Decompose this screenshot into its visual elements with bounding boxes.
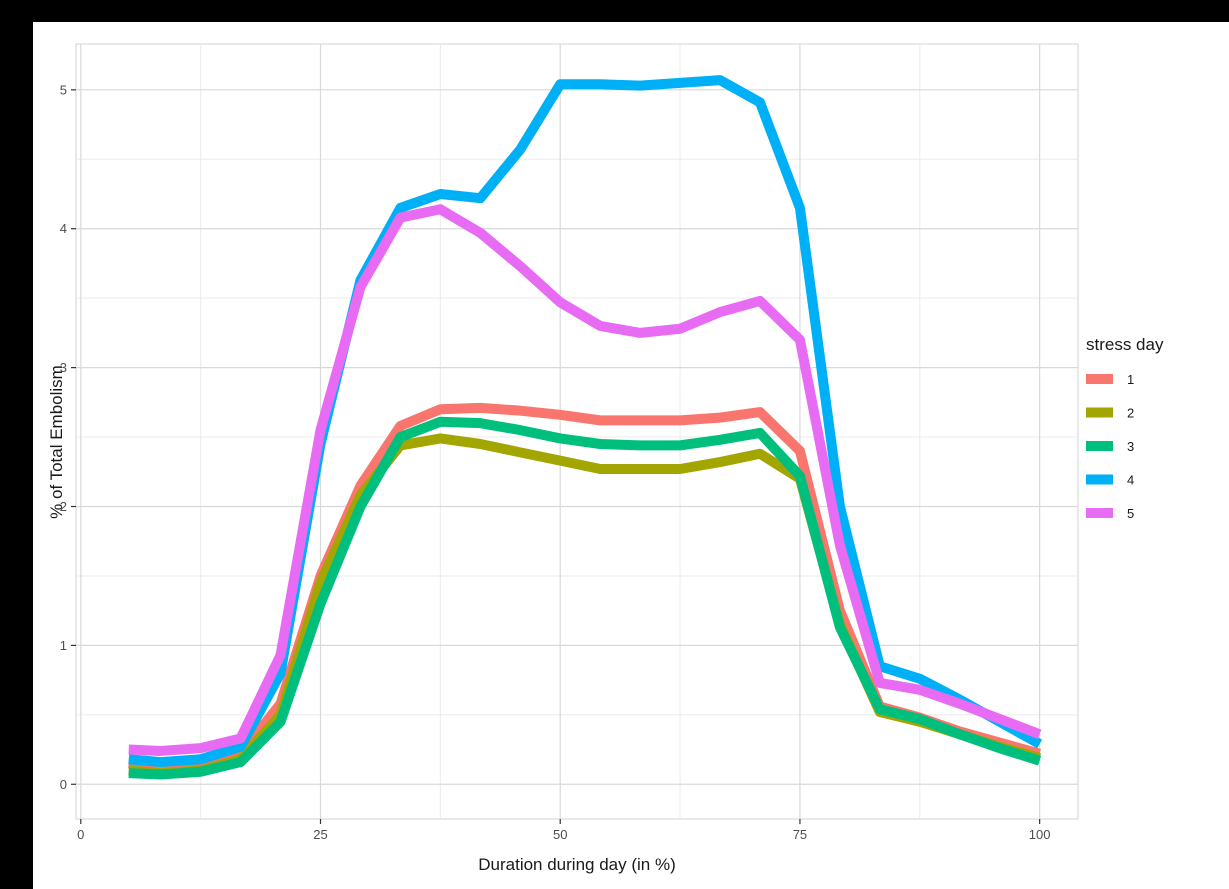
x-tick-label: 0 <box>77 827 84 842</box>
y-tick-label: 0 <box>60 777 67 792</box>
series-line-4 <box>128 75 1043 768</box>
legend-title: stress day <box>1086 335 1164 354</box>
y-axis-ticks: 0 1 2 3 4 5 <box>60 82 76 792</box>
x-axis-ticks: 0 25 50 75 100 <box>77 819 1050 842</box>
y-tick-label: 4 <box>60 221 67 236</box>
panel-background <box>75 43 1079 820</box>
legend-label-1: 1 <box>1127 372 1134 387</box>
legend: stress day 1 2 3 4 5 <box>1086 335 1164 521</box>
series-line-5 <box>128 204 1042 756</box>
x-tick-label: 100 <box>1029 827 1051 842</box>
legend-label-3: 3 <box>1127 439 1134 454</box>
legend-label-5: 5 <box>1127 506 1134 521</box>
minor-gridlines <box>76 44 1078 819</box>
x-axis-title: Duration during day (in %) <box>478 855 675 874</box>
series-line-3 <box>128 416 1042 780</box>
legend-items: 1 2 3 4 5 <box>1086 372 1134 521</box>
legend-label-2: 2 <box>1127 406 1134 421</box>
series-lines <box>128 75 1043 780</box>
y-tick-label: 1 <box>60 638 67 653</box>
x-tick-label: 25 <box>313 827 327 842</box>
y-tick-label: 5 <box>60 82 67 97</box>
y-axis-title: % of Total Embolism <box>47 365 66 519</box>
y-tick-label: 3 <box>60 360 67 375</box>
x-tick-label: 75 <box>793 827 807 842</box>
y-tick-label: 2 <box>60 499 67 514</box>
legend-label-4: 4 <box>1127 473 1134 488</box>
x-tick-label: 50 <box>553 827 567 842</box>
major-gridlines <box>76 44 1078 819</box>
